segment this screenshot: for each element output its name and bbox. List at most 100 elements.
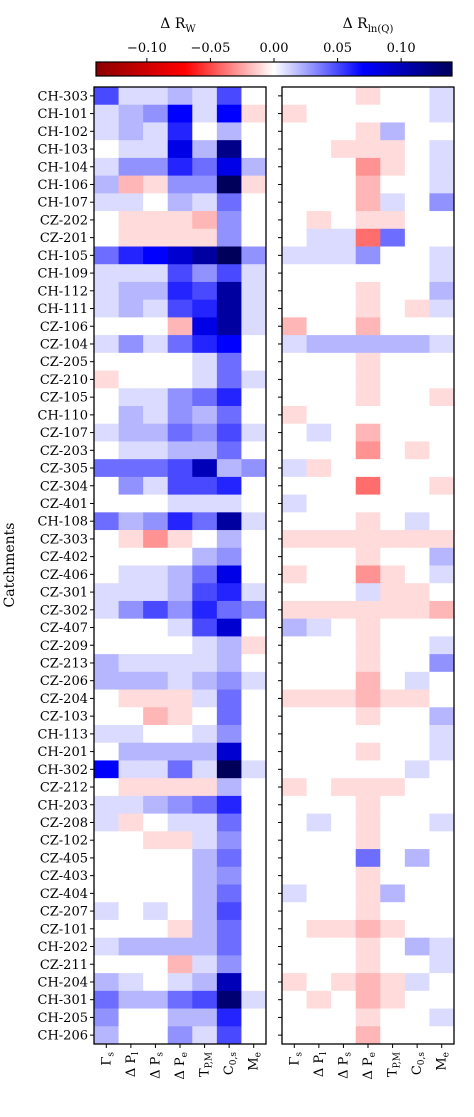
heatmap-cell <box>429 902 455 921</box>
heatmap-cell <box>355 636 381 655</box>
heatmap-cell <box>429 87 455 106</box>
heatmap-cell <box>94 122 119 141</box>
heatmap-cell <box>380 228 406 247</box>
heatmap-cell <box>118 352 144 371</box>
heatmap-cell <box>94 476 119 496</box>
heatmap-cell <box>241 175 267 194</box>
heatmap-cell <box>355 1008 381 1027</box>
heatmap-cell <box>404 919 430 939</box>
heatmap-cell <box>118 725 144 744</box>
heatmap-cell <box>380 388 406 407</box>
heatmap-cell <box>404 476 430 496</box>
heatmap-cell <box>331 494 357 513</box>
heatmap-cell <box>241 955 267 974</box>
heatmap-cell <box>167 441 193 460</box>
row-label: CH-201 <box>38 745 89 760</box>
heatmap-cell <box>192 317 218 336</box>
heatmap-cell <box>94 884 119 903</box>
heatmap-cell <box>355 193 381 212</box>
row-label: CZ-402 <box>40 550 88 565</box>
row-label: CZ-407 <box>40 621 88 636</box>
heatmap-cell <box>216 884 242 903</box>
heatmap-cell <box>241 725 267 744</box>
heatmap-cell <box>167 406 193 425</box>
heatmap-cell <box>167 388 193 407</box>
heatmap-cell <box>167 512 193 531</box>
heatmap-cell <box>241 902 267 921</box>
heatmap-cell <box>192 512 218 531</box>
heatmap-cell <box>355 902 381 921</box>
row-label: CZ-107 <box>40 426 88 441</box>
heatmap-cell <box>143 742 169 761</box>
heatmap-cell <box>167 175 193 194</box>
heatmap-cell <box>380 671 406 690</box>
heatmap-cell <box>306 1008 332 1027</box>
heatmap-cell <box>216 441 242 460</box>
heatmap-cell <box>355 512 381 531</box>
heatmap-cell <box>282 299 307 318</box>
heatmap-cell <box>355 849 381 868</box>
heatmap-cell <box>118 902 144 921</box>
heatmap-cell <box>306 494 332 513</box>
heatmap-cell <box>94 618 119 637</box>
heatmap-cell <box>429 335 455 354</box>
heatmap-cell <box>216 193 242 212</box>
heatmap-cell <box>429 547 455 566</box>
heatmap-cell <box>282 423 307 442</box>
heatmap-cell <box>143 671 169 690</box>
heatmap-cell <box>94 919 119 939</box>
heatmap-cell <box>216 778 242 797</box>
heatmap-cell <box>331 955 357 974</box>
heatmap-cell <box>216 937 242 956</box>
heatmap-cell <box>429 140 455 159</box>
heatmap-cell <box>404 973 430 992</box>
heatmap-cell <box>94 990 119 1009</box>
heatmap-cell <box>282 530 307 549</box>
heatmap-cell <box>143 654 169 673</box>
heatmap-cell <box>380 654 406 673</box>
heatmap-cell <box>216 583 242 602</box>
row-label: CH-202 <box>38 940 89 955</box>
heatmap-cell <box>331 441 357 460</box>
heatmap-cell <box>118 919 144 939</box>
heatmap-cell <box>167 264 193 283</box>
heatmap-cell <box>143 937 169 956</box>
heatmap-cell <box>167 671 193 690</box>
heatmap-cell <box>306 423 332 442</box>
heatmap-cell <box>355 707 381 726</box>
heatmap-cell <box>355 87 381 106</box>
heatmap-cell <box>216 990 242 1009</box>
row-label: CZ-202 <box>40 213 88 228</box>
heatmap-cell <box>306 140 332 159</box>
heatmap-cell <box>331 406 357 425</box>
heatmap-cell <box>331 175 357 194</box>
heatmap-cell <box>94 707 119 726</box>
heatmap-cell <box>282 831 307 850</box>
heatmap-cell <box>429 671 455 690</box>
heatmap-cell <box>282 600 307 620</box>
heatmap-cell <box>404 246 430 265</box>
row-label: CZ-301 <box>40 586 88 601</box>
heatmap-cell <box>143 494 169 513</box>
heatmap-cell <box>118 689 144 708</box>
heatmap-cell <box>94 760 119 779</box>
heatmap-cell <box>429 423 455 442</box>
colorbar-tick-label: 0.05 <box>323 41 352 56</box>
heatmap-cell <box>282 476 307 496</box>
heatmap-cell <box>404 760 430 779</box>
heatmap-cell <box>380 211 406 230</box>
heatmap-cell <box>380 919 406 939</box>
heatmap-cell <box>404 565 430 584</box>
row-label: CZ-206 <box>40 674 88 689</box>
heatmap-cell <box>216 370 242 389</box>
heatmap-cell <box>241 937 267 956</box>
row-label: CH-113 <box>38 727 89 742</box>
heatmap-cell <box>118 441 144 460</box>
heatmap-cell <box>282 654 307 673</box>
heatmap-cell <box>241 636 267 655</box>
heatmap-cell <box>404 299 430 318</box>
heatmap-cell <box>306 813 332 832</box>
heatmap-cell <box>241 281 267 301</box>
heatmap-cell <box>331 547 357 566</box>
heatmap-cell <box>167 494 193 513</box>
